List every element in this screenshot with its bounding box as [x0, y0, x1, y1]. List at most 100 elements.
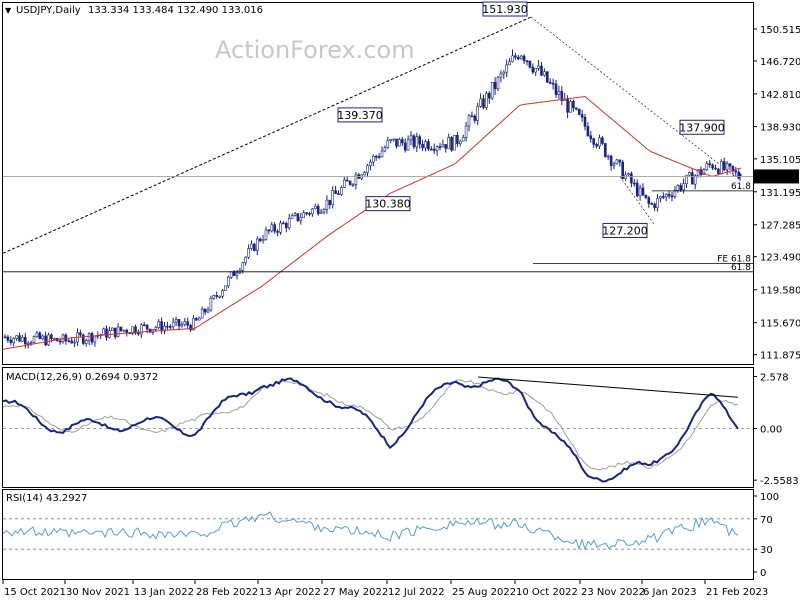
candle-body [212, 295, 216, 299]
watermark: ActionForex.com [215, 36, 415, 64]
candle-body [316, 205, 320, 214]
candle-body [412, 135, 416, 148]
candle-body [206, 309, 210, 313]
candle-body [163, 325, 166, 332]
candle-body [198, 317, 201, 321]
candle-body [418, 136, 422, 145]
candle-body [627, 173, 630, 176]
candle-body [734, 170, 738, 173]
candle-body [276, 230, 279, 233]
candle-body [659, 196, 662, 199]
candle-body [41, 335, 45, 339]
candle-body [192, 317, 195, 331]
candle-body [580, 114, 584, 118]
candle-body [82, 334, 85, 344]
fib-level-label: 61.8 [731, 263, 751, 273]
candle-body [392, 138, 395, 141]
trend-line [2, 16, 532, 254]
x-tick-label: 15 Oct 2021 [4, 587, 66, 598]
candle-body [232, 271, 236, 276]
candle-body [685, 174, 688, 184]
candle-body [371, 155, 375, 163]
candle-body [406, 139, 410, 151]
x-tick-label: 27 May 2022 [323, 587, 388, 598]
candle-body [444, 144, 448, 149]
macd-divergence-line [477, 376, 739, 398]
macd-line [2, 377, 739, 483]
candle-body [140, 324, 143, 335]
candle-body [508, 61, 511, 66]
candle-body [363, 172, 366, 176]
candle-body [125, 329, 129, 334]
macd-title: MACD(12,26,9) 0.2694 0.9372 [6, 372, 158, 383]
candle-body [160, 321, 163, 332]
fib-connector-line [530, 16, 736, 177]
candle-body [566, 98, 569, 113]
candle-body [664, 193, 668, 198]
candle-body [482, 98, 485, 108]
y-tick-label: 111.875 [760, 351, 800, 362]
candle-body [554, 83, 558, 95]
candle-body [9, 339, 13, 343]
candle-body [73, 341, 76, 344]
x-tick-label: 23 Nov 2022 [581, 587, 645, 598]
candle-body [157, 321, 160, 328]
candle-body [3, 336, 7, 339]
candle-body [47, 334, 50, 346]
candle-body [415, 136, 419, 148]
candle-body [673, 190, 677, 197]
candle-body [284, 222, 288, 229]
candle-body [467, 115, 471, 127]
candle-body [499, 73, 503, 78]
candle-body [473, 115, 477, 121]
candle-body [253, 243, 256, 251]
candle-body [247, 248, 250, 258]
x-tick-label: 13 Apr 2022 [259, 587, 321, 598]
candle-body [137, 332, 140, 335]
candle-body [522, 55, 526, 62]
collapse-triangle-icon[interactable]: ▼ [5, 6, 12, 15]
candle-body [255, 238, 259, 251]
candle-body [215, 295, 218, 297]
candle-body [485, 92, 488, 108]
candle-body [618, 159, 622, 163]
last-candle-body [738, 173, 742, 177]
candle-body [322, 209, 326, 213]
candle-body [557, 91, 561, 95]
macd-panel [2, 367, 754, 488]
candle-body [528, 60, 532, 68]
price-annotation: 130.380 [365, 196, 411, 212]
rsi-y-tick-label: 100 [760, 492, 779, 503]
candle-body [400, 139, 404, 144]
candle-body [154, 327, 158, 330]
candle-body [171, 321, 175, 328]
candle-body [453, 135, 456, 151]
candle-body [148, 328, 152, 333]
candle-body [183, 321, 187, 325]
candle-body [131, 326, 134, 334]
candle-body [519, 55, 523, 60]
candle-body [224, 285, 227, 291]
candle-body [612, 163, 616, 166]
chart-ohlc: 133.334 133.484 132.490 133.016 [88, 5, 263, 16]
candle-body [305, 212, 308, 215]
candle-body [621, 161, 625, 179]
candle-body [543, 71, 546, 76]
candle-body [261, 238, 265, 242]
candle-body [427, 141, 430, 150]
y-tick-label: 150.515 [760, 25, 800, 36]
candle-body [429, 148, 433, 151]
price-annotation: 139.370 [337, 107, 383, 123]
candle-body [377, 156, 381, 158]
candle-body [592, 138, 596, 145]
main-panel [2, 2, 754, 365]
candle-body [18, 335, 21, 342]
candle-body [696, 169, 700, 177]
candle-body [661, 196, 665, 198]
candle-body [113, 327, 117, 338]
candle-body [325, 199, 329, 210]
rsi-y-tick-label: 30 [760, 545, 773, 556]
candle-body [166, 325, 169, 328]
candle-body [195, 317, 198, 321]
